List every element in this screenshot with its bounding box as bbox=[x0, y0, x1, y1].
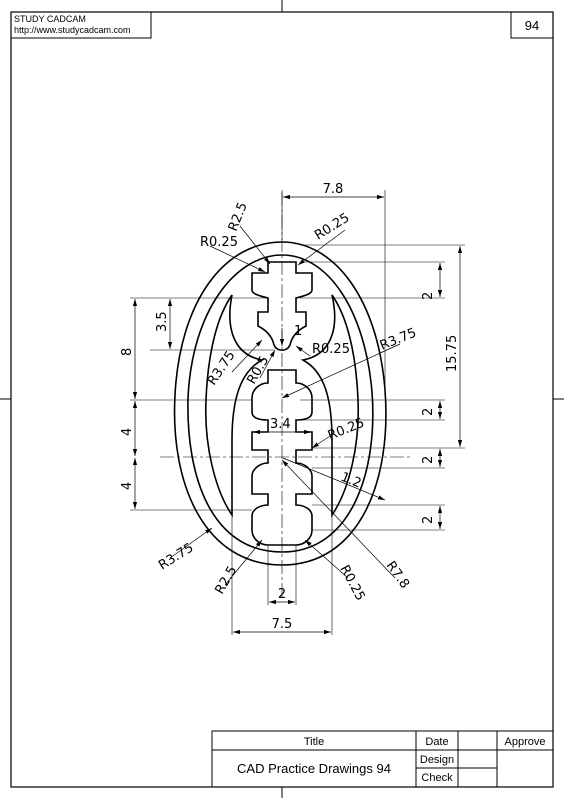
dim-left-8: 8 bbox=[120, 348, 135, 356]
title-label: Title bbox=[304, 736, 324, 748]
dim-top-width: 7.8 bbox=[323, 182, 344, 197]
dim-r78: R7.8 bbox=[383, 559, 412, 592]
design-label: Design bbox=[420, 754, 454, 766]
dim-right-2-mid: 2 bbox=[421, 408, 436, 416]
dim-r025-mid: R0.25 bbox=[312, 342, 350, 357]
dim-offset-12: 1.2 bbox=[339, 470, 364, 492]
dim-r25-bottom: R2.5 bbox=[212, 564, 240, 597]
inner-contour bbox=[187, 254, 374, 553]
dim-left-35: 3.5 bbox=[155, 311, 170, 332]
dim-left-4-top: 4 bbox=[120, 428, 135, 436]
header-block: STUDY CADCAM http://www.studycadcam.com … bbox=[10, 11, 554, 39]
dim-r375-bottom-left: R3.75 bbox=[156, 541, 196, 574]
dim-center-34: 3.4 bbox=[270, 417, 291, 432]
dim-center-1: 1 bbox=[294, 324, 302, 339]
upper-core bbox=[251, 261, 313, 352]
approve-label: Approve bbox=[505, 736, 546, 748]
dim-bottom-width: 7.5 bbox=[272, 617, 293, 632]
extension-lines bbox=[130, 190, 465, 635]
outer-contour bbox=[173, 241, 387, 566]
dim-r25-top: R2.5 bbox=[226, 200, 251, 233]
dim-r375-right: R3.75 bbox=[378, 326, 419, 354]
leader-lines bbox=[169, 225, 401, 586]
url-text: http://www.studycadcam.com bbox=[14, 25, 131, 35]
dim-overall-1575: 15.75 bbox=[445, 335, 460, 372]
dim-bottom-2: 2 bbox=[278, 587, 286, 602]
profile-outline bbox=[173, 241, 387, 566]
right-crescent bbox=[300, 294, 360, 518]
dim-right-2-top: 2 bbox=[421, 292, 436, 300]
dim-r025-bottom: R0.25 bbox=[336, 563, 367, 604]
crescent-slots bbox=[204, 294, 360, 518]
check-label: Check bbox=[421, 772, 453, 784]
dim-r025-top-left: R0.25 bbox=[200, 235, 238, 250]
page-number: 94 bbox=[525, 18, 539, 33]
title-block bbox=[211, 730, 554, 788]
date-label: Date bbox=[425, 736, 448, 748]
title-value: CAD Practice Drawings 94 bbox=[237, 761, 391, 776]
dim-right-2-lower: 2 bbox=[421, 456, 436, 464]
brand-text: STUDY CADCAM bbox=[14, 14, 86, 24]
dim-right-2-bottom: 2 bbox=[421, 516, 436, 524]
dim-left-4-bottom: 4 bbox=[120, 482, 135, 490]
dim-r025-top-right: R0.25 bbox=[312, 211, 352, 244]
dimension-lines bbox=[132, 194, 463, 635]
left-crescent bbox=[204, 294, 265, 518]
